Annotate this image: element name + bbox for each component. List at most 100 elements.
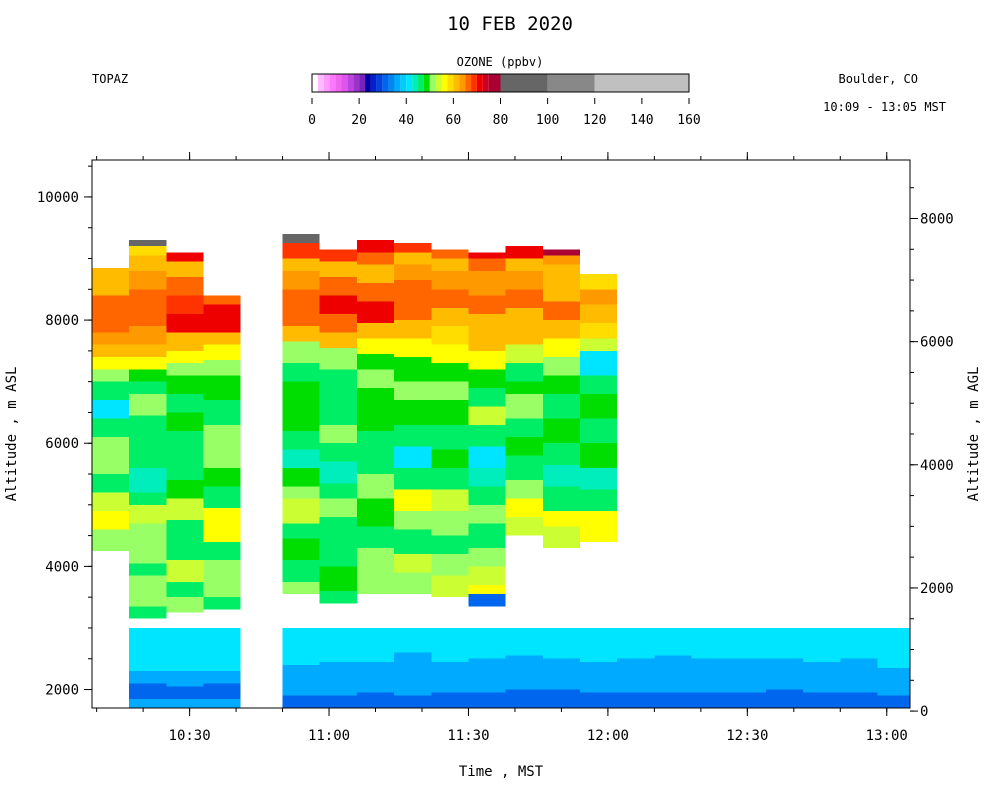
time-range-label: 10:09 - 13:05 MST <box>823 100 946 114</box>
ozone-cell-upper <box>542 526 581 548</box>
colorbar-bin <box>323 74 330 92</box>
ozone-cell-lower <box>840 627 878 641</box>
colorbar-bin <box>365 74 371 92</box>
ozone-cell-upper <box>356 572 395 595</box>
ozone-cell-upper <box>92 276 130 296</box>
ozone-cell-upper <box>282 523 320 539</box>
ozone-cell-lower <box>129 646 167 672</box>
ozone-cell-lower <box>356 646 395 662</box>
ozone-cell-lower <box>765 640 804 647</box>
ozone-cell-upper <box>542 357 581 376</box>
ozone-cell-upper <box>129 504 167 524</box>
ozone-cell-upper <box>203 344 241 361</box>
ozone-cell-upper <box>92 437 130 456</box>
ozone-cell-lower <box>505 689 543 708</box>
colorbar-tick-label: 160 <box>677 113 700 128</box>
ozone-cell-upper <box>505 363 543 382</box>
ozone-cell-upper <box>282 289 320 308</box>
ozone-cell-upper <box>394 264 432 281</box>
ozone-cell-lower <box>654 640 692 656</box>
ozone-cell-lower <box>840 658 878 675</box>
ozone-cell-upper <box>542 486 581 511</box>
colorbar-tick-label: 60 <box>446 113 462 128</box>
ozone-cell-lower <box>580 677 618 693</box>
ozone-cell-upper <box>394 467 432 490</box>
colorbar-bin <box>382 74 389 92</box>
ozone-cell-upper <box>468 486 506 505</box>
y-tick-label-right: 4000 <box>920 458 954 474</box>
ozone-cell-upper <box>166 520 204 542</box>
ozone-cell-upper <box>166 252 204 262</box>
ozone-cell-upper <box>431 554 469 576</box>
ozone-cell-upper <box>92 313 130 333</box>
ozone-cell-lower <box>840 692 878 708</box>
ozone-cell-upper <box>580 289 618 305</box>
ozone-cell-upper <box>431 510 469 536</box>
ozone-cell-upper <box>542 249 581 256</box>
ozone-cell-upper <box>166 430 204 450</box>
ozone-cell-upper <box>92 529 130 551</box>
ozone-cell-upper <box>129 492 167 505</box>
ozone-cell-upper <box>166 295 204 314</box>
ozone-cell-lower <box>691 627 729 647</box>
ozone-cell-upper <box>356 301 395 324</box>
ozone-cell-upper <box>319 261 357 277</box>
ozone-cell-upper <box>129 369 167 382</box>
ozone-cell-lower <box>765 689 804 708</box>
ozone-cell-lower <box>468 671 506 693</box>
ozone-cell-lower <box>203 646 241 650</box>
ozone-cell-upper <box>166 449 204 481</box>
y-tick-label-left: 10000 <box>37 190 79 206</box>
x-tick-label: 12:30 <box>726 728 768 744</box>
ozone-cell-upper <box>505 270 543 290</box>
ozone-cell-upper <box>431 467 469 490</box>
ozone-cell-lower <box>203 698 241 708</box>
ozone-cell-upper <box>282 406 320 431</box>
colorbar-bin <box>329 74 336 92</box>
colorbar-tick-label: 80 <box>493 113 509 128</box>
ozone-cell-upper <box>468 594 506 607</box>
colorbar-bin <box>453 74 460 92</box>
ozone-cell-upper <box>319 313 357 333</box>
ozone-cell-lower <box>319 655 357 662</box>
ozone-cell-lower <box>803 692 841 708</box>
ozone-cell-lower <box>394 664 432 681</box>
ozone-cell-lower <box>691 646 729 659</box>
ozone-cell-upper <box>319 538 357 567</box>
ozone-cell-upper <box>129 523 167 545</box>
colorbar-bin <box>476 74 483 92</box>
ozone-cell-lower <box>803 677 841 693</box>
ozone-cell-upper <box>505 381 543 394</box>
ozone-cell-lower <box>580 627 618 641</box>
ozone-cell-lower <box>282 664 320 681</box>
colorbar-bin <box>435 74 442 92</box>
ozone-cell-upper <box>203 486 241 508</box>
ozone-cell-upper <box>468 584 506 595</box>
ozone-cell-upper <box>468 350 506 370</box>
ozone-cell-upper <box>92 332 130 345</box>
ozone-cell-lower <box>654 671 692 693</box>
ozone-cell-upper <box>203 375 241 401</box>
ozone-cell-upper <box>356 283 395 302</box>
ozone-cell-lower <box>877 627 910 644</box>
ozone-cell-upper <box>505 418 543 438</box>
ozone-cell-upper <box>356 353 395 370</box>
ozone-cell-upper <box>129 270 167 290</box>
ozone-cell-upper <box>542 320 581 339</box>
ozone-cell-upper <box>356 498 395 527</box>
axes: 10:30 11:00 11:30 12:00 12:30 13:00 2000 4000 60… <box>37 152 954 744</box>
ozone-cell-lower <box>728 658 766 675</box>
ozone-cell-upper <box>356 323 395 339</box>
ozone-cell-lower <box>617 643 655 659</box>
ozone-cell-upper <box>129 240 167 247</box>
ozone-cell-upper <box>166 375 204 394</box>
ozone-cell-upper <box>505 480 543 499</box>
ozone-cell-upper <box>356 264 395 284</box>
colorbar-bin <box>500 74 548 92</box>
ozone-cell-upper <box>92 381 130 401</box>
colorbar: 0 20 40 60 80 100 120 140 160 <box>308 73 701 128</box>
ozone-cell-upper <box>92 455 130 475</box>
ozone-cell-upper <box>542 510 581 527</box>
plot-cells <box>92 233 910 708</box>
